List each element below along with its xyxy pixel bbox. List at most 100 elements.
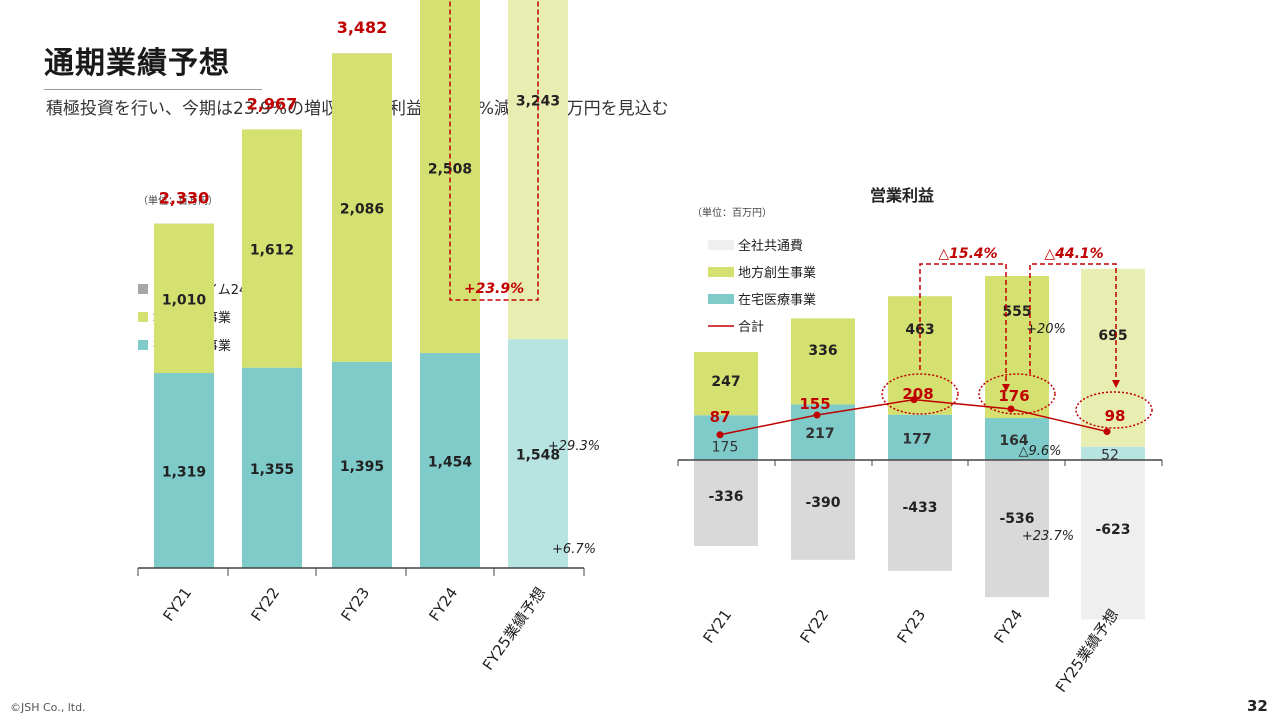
sales-label-chiho-2: 2,086 <box>340 202 384 218</box>
profit-bar-kyotsu-4 <box>1081 460 1145 620</box>
sales-bar-zaitaku-3 <box>420 353 480 568</box>
profit-label-zaitaku-2: 177 <box>902 431 931 447</box>
profit-bar-kyotsu-1 <box>791 460 855 560</box>
profit-legend-swatch-2 <box>708 294 734 304</box>
profit-bar-zaitaku-0 <box>694 415 758 460</box>
profit-legend-label-3: 合計 <box>738 319 764 335</box>
sales-category-label-2: FY23 <box>337 584 373 625</box>
sales-total-label-2: 3,482 <box>337 18 388 37</box>
profit-label-kyotsu-1: -390 <box>805 495 840 511</box>
sales-total-label-1: 2,967 <box>247 94 298 113</box>
profit-label-zaitaku-3: 164 <box>999 433 1028 449</box>
profit-bar-chiho-2 <box>888 296 952 415</box>
profit-label-zaitaku-4: 52 <box>1101 447 1119 463</box>
profit-total-label-3: 176 <box>998 387 1029 405</box>
profit-label-chiho-0: 247 <box>711 374 740 390</box>
sales-bar-zaitaku-4 <box>508 339 568 568</box>
profit-total-label-4: 98 <box>1105 407 1126 425</box>
sales-label-chiho-1: 1,612 <box>250 243 294 259</box>
profit-label-kyotsu-3: -536 <box>999 511 1034 527</box>
profit-category-label-0: FY21 <box>699 606 735 647</box>
sales-label-zaitaku-2: 1,395 <box>340 459 384 475</box>
profit-bar-kyotsu-3 <box>985 460 1049 598</box>
sales-legend-swatch-0 <box>138 284 148 294</box>
sales-unit-label: （単位：百万円） <box>138 194 218 207</box>
profit-fy25-change-annotation: △44.1% <box>1044 246 1103 262</box>
profit-change-arrowhead-fy25 <box>1112 380 1120 388</box>
sales-bar-chiho-0 <box>154 223 214 373</box>
sales-label-chiho-0: 1,010 <box>162 292 207 308</box>
profit-label-chiho-4: 695 <box>1098 328 1127 344</box>
page-title: 通期業績予想 <box>44 46 230 81</box>
profit-unit-label: （単位：百万円） <box>692 206 772 219</box>
sales-bar-chiho-1 <box>242 129 302 368</box>
profit-bar-chiho-1 <box>791 318 855 405</box>
profit-highlight-fy25 <box>1075 391 1153 429</box>
sales-growth-bracket <box>449 0 539 301</box>
profit-label-chiho-1: 336 <box>808 343 837 359</box>
profit-chiho-growth-annotation: +20% <box>1026 322 1066 337</box>
profit-category-label-1: FY22 <box>796 606 832 647</box>
profit-category-label-3: FY24 <box>990 606 1026 647</box>
sales-category-label-0: FY21 <box>159 584 195 625</box>
profit-category-label-2: FY23 <box>893 606 929 647</box>
profit-total-marker-1 <box>813 411 821 419</box>
profit-change-bracket-fy25 <box>1029 263 1117 388</box>
profit-fy24-change-annotation: △15.4% <box>938 246 997 262</box>
sales-label-zaitaku-0: 1,319 <box>162 465 206 481</box>
sales-label-zaitaku-3: 1,454 <box>428 455 473 471</box>
profit-bar-kyotsu-0 <box>694 460 758 546</box>
title-underline <box>44 89 262 90</box>
profit-bar-zaitaku-2 <box>888 414 952 460</box>
profit-legend-label-2: 在宅医療事業 <box>738 292 816 308</box>
profit-total-marker-4 <box>1103 428 1111 436</box>
sales-bar-zaitaku-2 <box>332 361 392 568</box>
sales-category-label-3: FY24 <box>425 584 461 625</box>
profit-highlight-fy24 <box>978 373 1056 415</box>
sales-bar-zaitaku-0 <box>154 373 214 568</box>
profit-total-label-0: 87 <box>710 408 731 426</box>
sales-category-label-4: FY25業績予想 <box>479 584 549 674</box>
sales-label-zaitaku-4: 1,548 <box>516 448 560 464</box>
profit-bar-kyotsu-2 <box>888 460 952 571</box>
profit-legend-label-1: 地方創生事業 <box>738 265 816 281</box>
profit-legend-swatch-1 <box>708 267 734 277</box>
profit-change-arrowhead-fy24 <box>1002 384 1010 392</box>
sales-zaitaku-growth-annotation: +6.7% <box>552 542 596 557</box>
sales-bar-zaitaku-1 <box>242 367 302 568</box>
profit-total-marker-0 <box>716 431 724 439</box>
sales-total-label-0: 2,330 <box>159 189 210 208</box>
profit-zaitaku-change-annotation: △9.6% <box>1018 444 1061 459</box>
profit-total-label-2: 208 <box>902 385 933 403</box>
profit-label-zaitaku-1: 217 <box>805 426 834 442</box>
profit-highlight-fy23 <box>881 373 959 415</box>
profit-legend-swatch-0 <box>708 240 734 250</box>
profit-label-zaitaku-0: 175 <box>712 440 739 456</box>
profit-bar-zaitaku-3 <box>985 418 1049 460</box>
sales-bar-chiho-2 <box>332 53 392 362</box>
profit-bar-zaitaku-4 <box>1081 446 1145 460</box>
sales-label-zaitaku-1: 1,355 <box>250 462 294 478</box>
profit-change-bracket-fy24 <box>919 263 1007 392</box>
profit-bar-chiho-0 <box>694 351 758 416</box>
profit-total-marker-2 <box>910 396 918 404</box>
profit-legend-label-0: 全社共通費 <box>738 238 803 254</box>
sales-legend-swatch-2 <box>138 340 148 350</box>
profit-bar-chiho-4 <box>1081 268 1145 447</box>
profit-total-label-1: 155 <box>799 395 830 413</box>
copyright: ©JSH Co., ltd. <box>10 701 86 714</box>
profit-bar-chiho-3 <box>985 275 1049 419</box>
profit-label-chiho-3: 555 <box>1002 304 1031 320</box>
profit-kyotsu-growth-annotation: +23.7% <box>1022 529 1074 544</box>
profit-label-kyotsu-0: -336 <box>708 489 743 505</box>
page-number: 32 <box>1247 697 1268 715</box>
profit-chart-title: 営業利益 <box>870 186 934 205</box>
profit-label-kyotsu-2: -433 <box>902 500 937 516</box>
sales-growth-annotation: +23.9% <box>464 281 524 297</box>
profit-label-kyotsu-4: -623 <box>1095 522 1130 538</box>
profit-total-marker-3 <box>1007 405 1015 413</box>
sales-legend-swatch-1 <box>138 312 148 322</box>
sales-chiho-growth-annotation: +29.3% <box>548 439 600 454</box>
sales-category-label-1: FY22 <box>247 584 283 625</box>
